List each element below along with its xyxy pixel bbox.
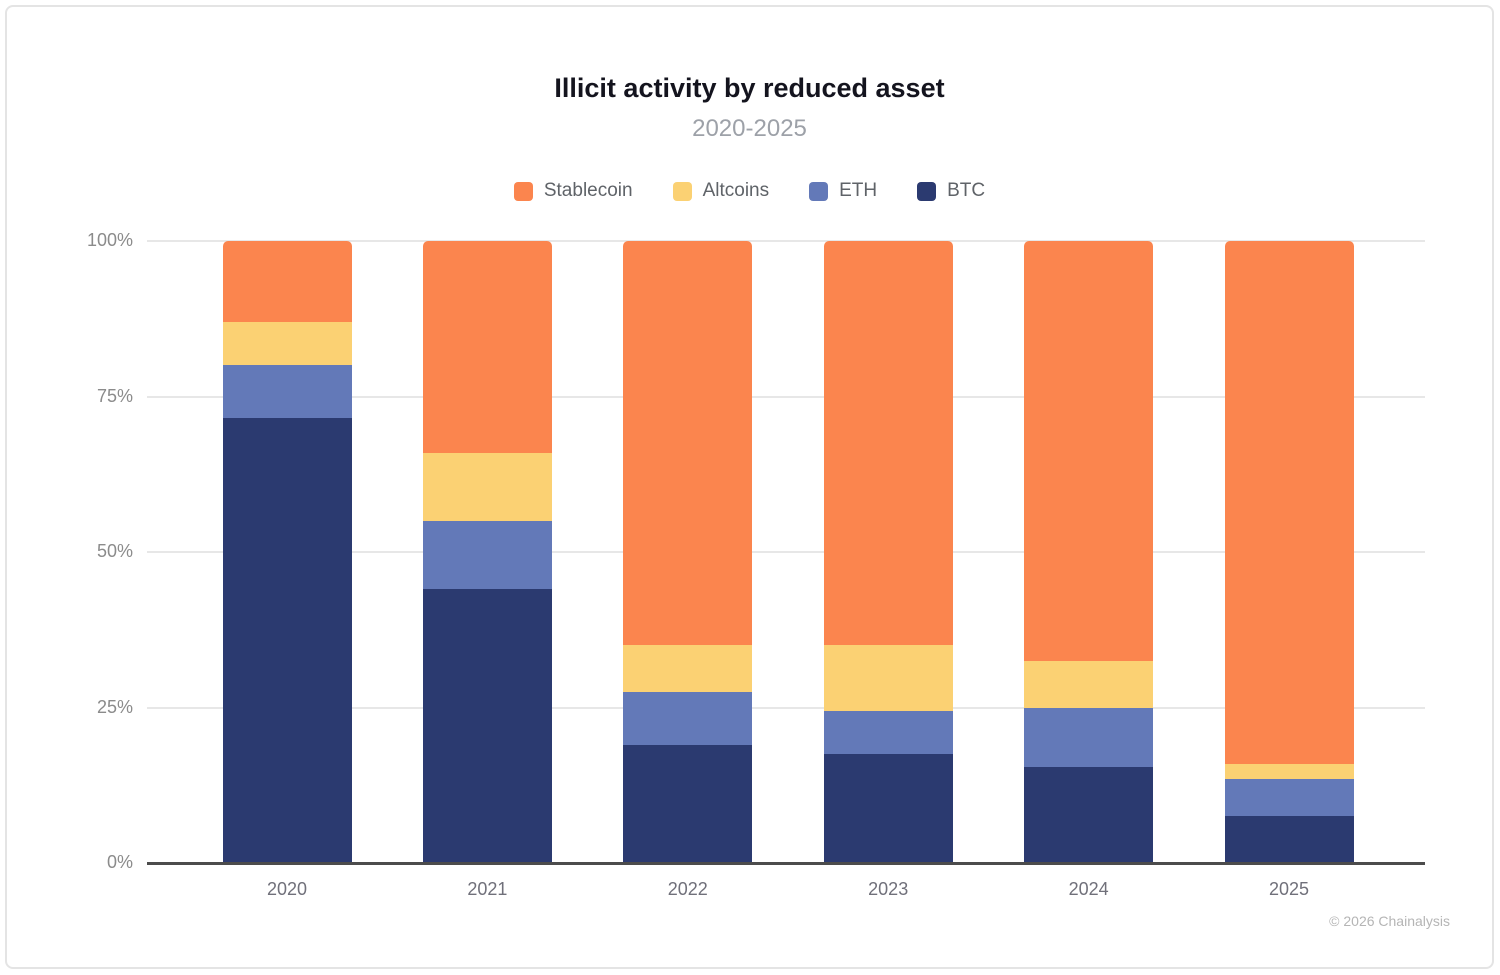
x-tick-2021: 2021 [467,879,508,899]
legend-label-eth: ETH [839,180,878,201]
bar-segment-2023-altcoins[interactable] [823,645,953,711]
legend-item-stablecoin[interactable]: Stablecoin [513,180,633,202]
bar-segment-2025-eth[interactable] [1224,779,1354,817]
bar-2025[interactable] [1224,241,1354,863]
legend-swatch-altcoins [672,181,692,201]
y-axis-labels: 100% 75% 50% 25% 0% [7,230,133,872]
bar-2020[interactable] [222,241,352,863]
legend-swatch-eth [809,181,829,201]
legend-label-btc: BTC [947,180,986,201]
x-tick-2024: 2024 [1068,879,1109,899]
bar-segment-2021-eth[interactable] [422,520,552,590]
legend-item-btc[interactable]: BTC [917,180,985,202]
bar-segment-2024-stablecoin[interactable] [1024,241,1154,661]
legend: Stablecoin Altcoins ETH BTC [7,180,1492,202]
bar-2022[interactable] [623,241,753,863]
legend-label-stablecoin: Stablecoin [543,180,633,201]
bar-segment-2021-btc[interactable] [422,589,552,863]
y-tick-50: 50% [96,541,133,561]
bar-segment-2025-altcoins[interactable] [1224,763,1354,780]
x-tick-2025: 2025 [1268,879,1310,899]
chart-card: Illicit activity by reduced asset 2020-2… [5,5,1494,969]
x-tick-2022: 2022 [667,879,708,899]
copyright-text: © 2026 Chainalysis [1329,913,1450,929]
y-tick-75: 75% [96,385,133,406]
gridline-50 [147,551,1425,553]
legend-swatch-btc [917,181,937,201]
bar-segment-2023-btc[interactable] [823,754,953,863]
bar-segment-2025-btc[interactable] [1224,816,1354,863]
y-tick-25: 25% [96,696,133,717]
bar-segment-2023-stablecoin[interactable] [823,241,953,646]
bar-2024[interactable] [1024,241,1154,863]
bar-segment-2020-altcoins[interactable] [222,321,352,366]
bar-segment-2020-stablecoin[interactable] [222,241,352,322]
legend-item-eth[interactable]: ETH [809,180,877,202]
bar-segment-2021-stablecoin[interactable] [422,241,552,453]
bar-segment-2022-btc[interactable] [623,744,753,863]
bar-segment-2023-eth[interactable] [823,710,953,755]
gridline-25 [147,706,1425,709]
chart-title: Illicit activity by reduced asset [554,73,945,103]
x-axis-labels: 2020 2021 2022 2023 2024 2025 [147,879,1425,909]
bar-segment-2024-altcoins[interactable] [1024,660,1154,708]
bar-2023[interactable] [823,241,953,863]
bar-segment-2024-btc[interactable] [1024,766,1154,863]
chart-subtitle: 2020-2025 [692,115,807,142]
bar-segment-2020-eth[interactable] [222,365,352,419]
bar-segment-2022-altcoins[interactable] [623,645,753,692]
bar-segment-2022-stablecoin[interactable] [623,241,753,646]
x-axis-line [147,862,1425,865]
legend-item-altcoins[interactable]: Altcoins [672,180,770,202]
gridline-100 [147,240,1425,242]
plot-area [147,240,1425,865]
bar-2021[interactable] [422,241,552,863]
bar-segment-2020-btc[interactable] [222,418,352,863]
bar-segment-2022-eth[interactable] [623,691,753,745]
bar-segment-2024-eth[interactable] [1024,707,1154,767]
y-tick-0: 0% [106,852,133,872]
gridline-75 [147,395,1425,398]
x-tick-2023: 2023 [868,879,909,899]
legend-swatch-stablecoin [513,181,533,201]
legend-label-altcoins: Altcoins [702,180,770,201]
x-tick-2020: 2020 [266,879,308,899]
y-tick-100: 100% [86,230,133,250]
bar-segment-2025-stablecoin[interactable] [1224,241,1354,764]
bar-segment-2021-altcoins[interactable] [422,452,552,521]
